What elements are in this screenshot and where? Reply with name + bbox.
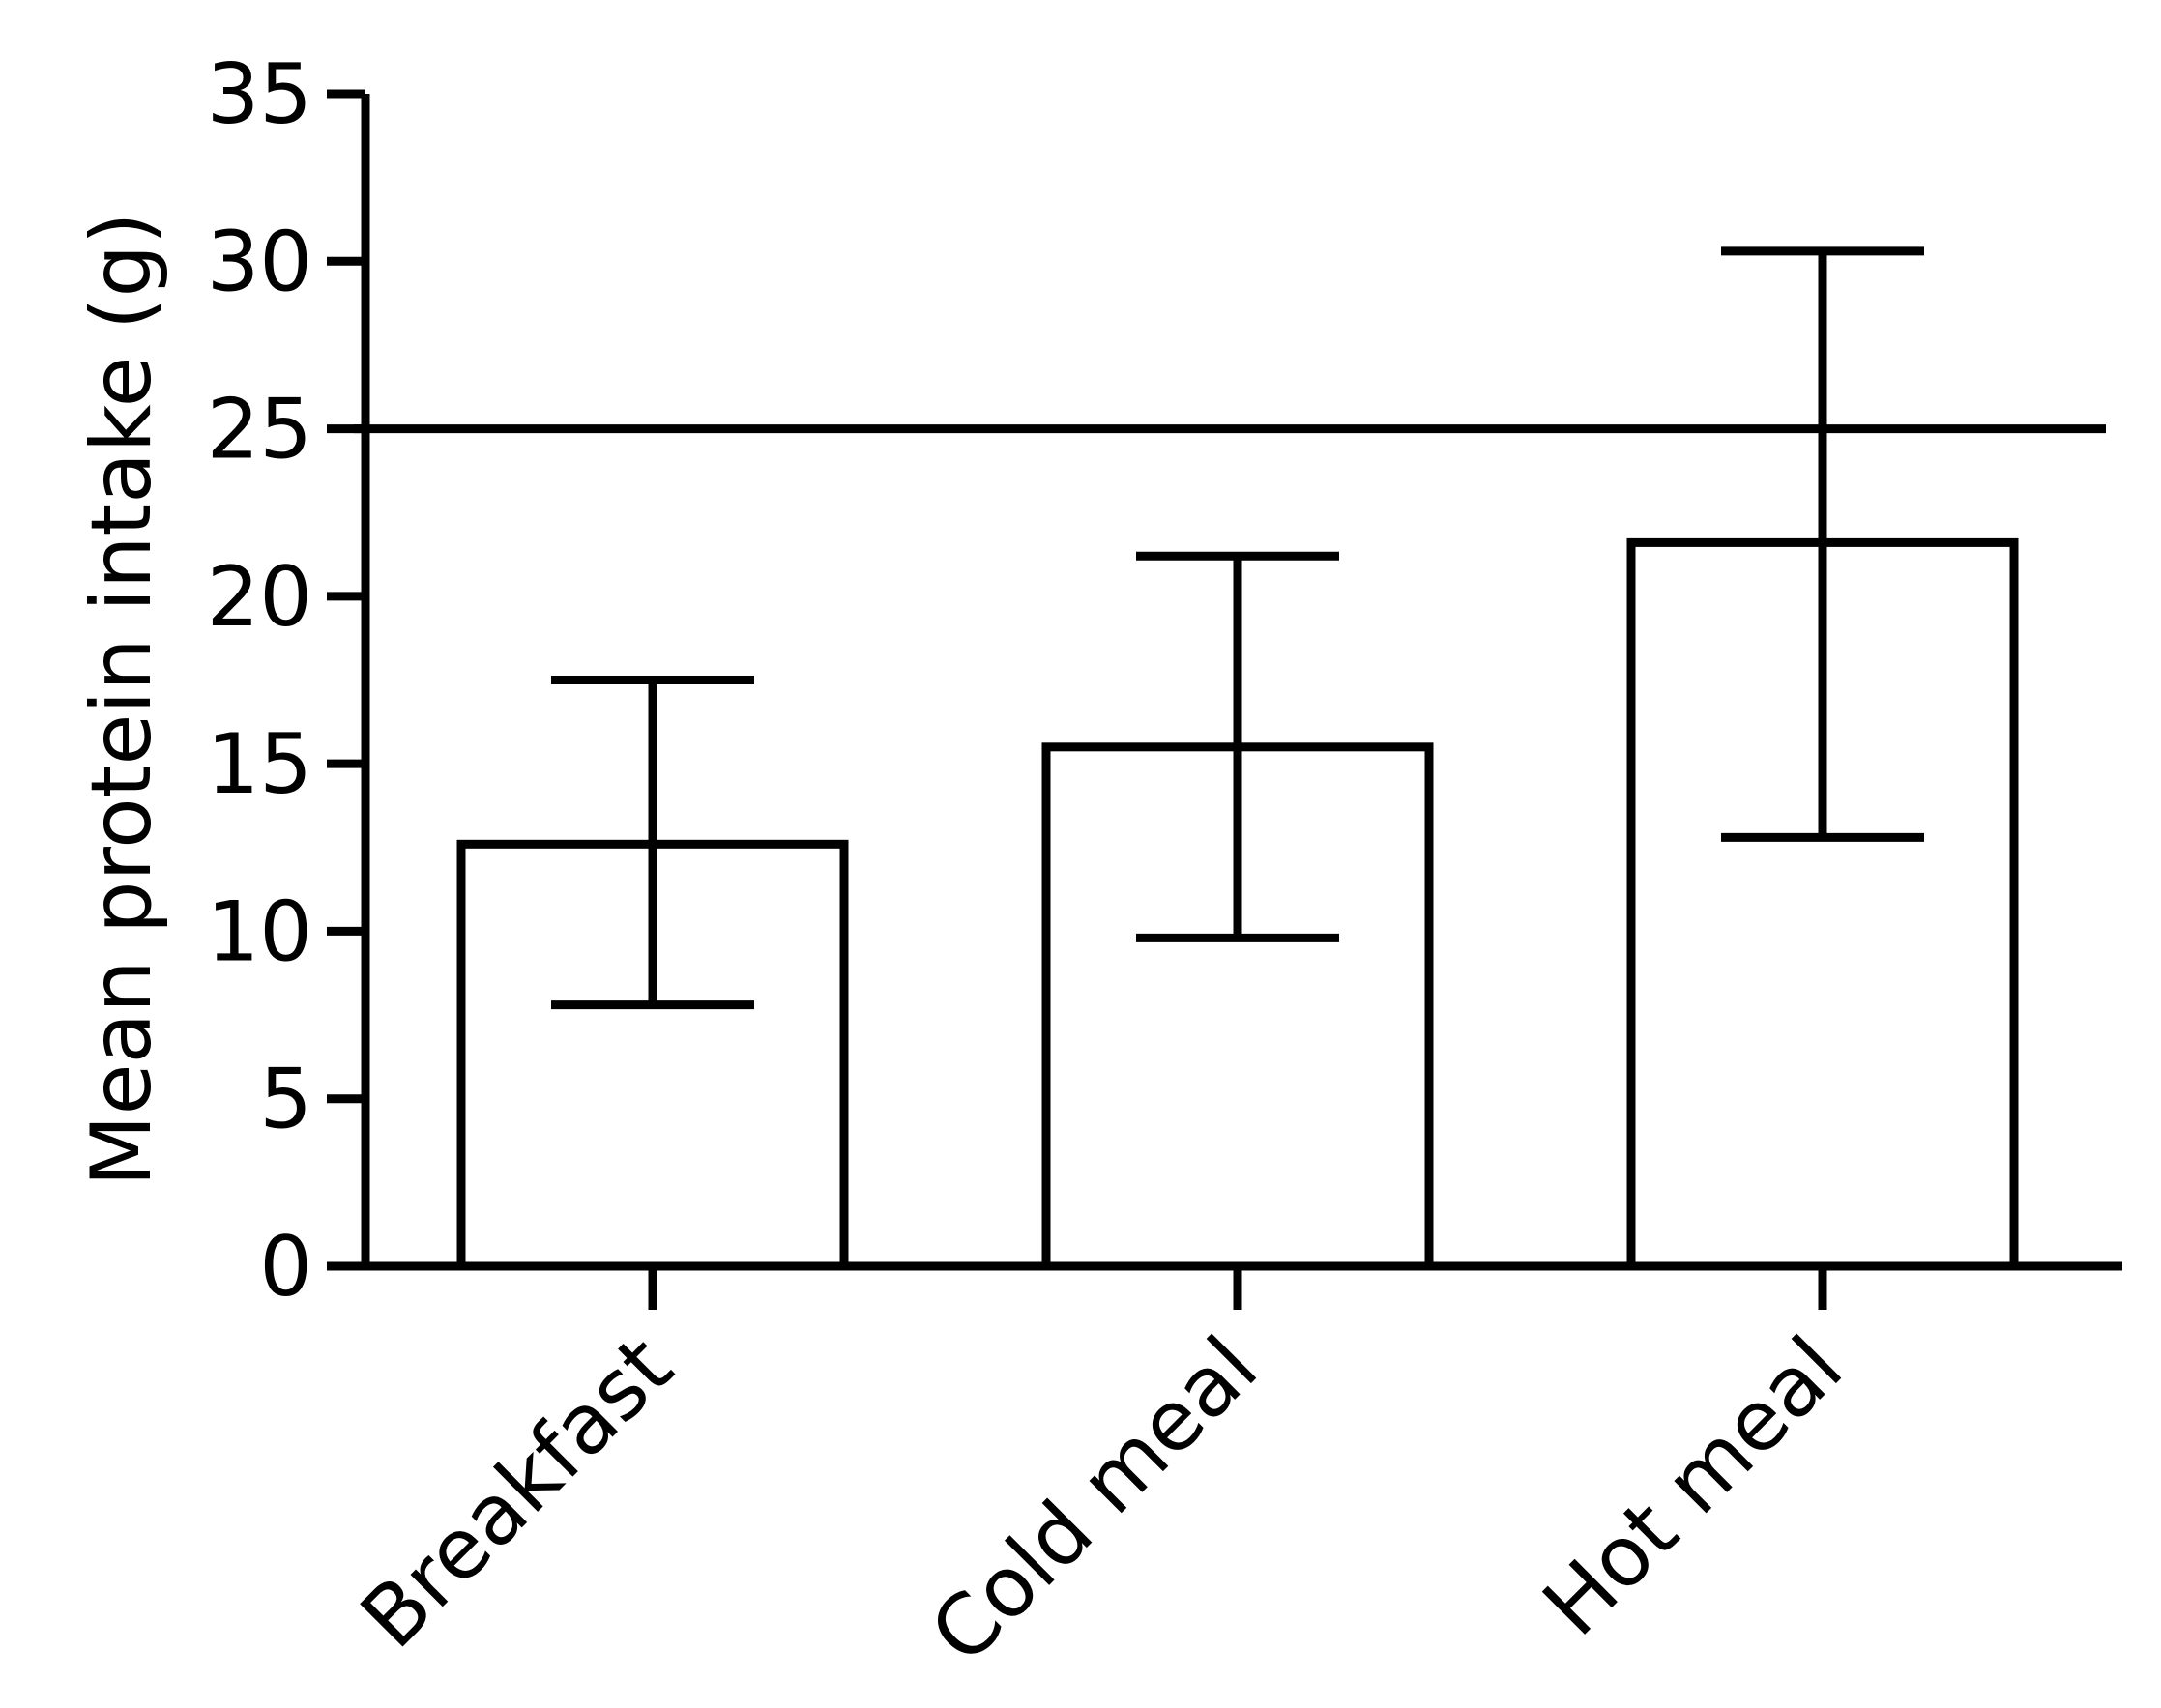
x-tick-label: Hot meal	[1525, 1318, 1861, 1655]
y-axis-title: Mean protein intake (g)	[73, 212, 170, 1186]
y-tick-label: 0	[259, 1219, 312, 1316]
error-bars-layer	[551, 246, 1924, 1010]
error-bar-hot-meal	[1721, 246, 1924, 842]
y-tick-label: 35	[207, 46, 312, 143]
error-bar-breakfast	[551, 676, 754, 1010]
y-tick-label: 20	[207, 549, 312, 646]
error-bar-cold-meal	[1136, 551, 1339, 942]
x-tick-label: Breakfast	[343, 1318, 691, 1666]
y-tick-label: 5	[259, 1052, 312, 1148]
y-tick-label: 10	[207, 883, 312, 980]
y-tick-label: 25	[207, 382, 312, 478]
x-tick-label: Cold meal	[913, 1318, 1276, 1682]
y-tick-label: 15	[207, 716, 312, 813]
y-tick-label: 30	[207, 214, 312, 310]
